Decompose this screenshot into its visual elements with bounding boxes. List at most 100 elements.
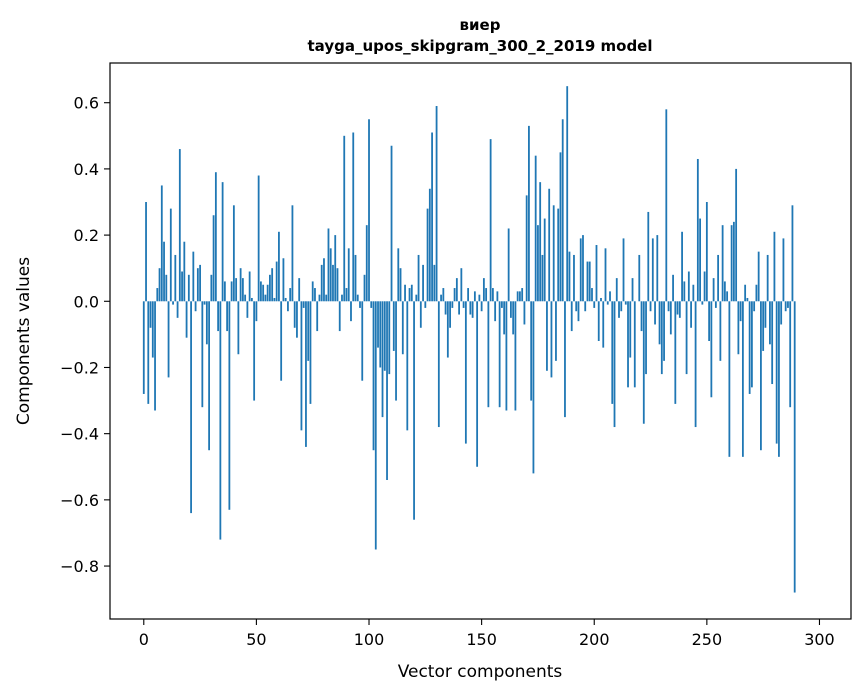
bar xyxy=(543,218,546,302)
bar xyxy=(519,291,521,302)
bar xyxy=(356,294,359,302)
x-tick-label: 200 xyxy=(579,630,610,649)
bar xyxy=(595,245,598,302)
bar xyxy=(388,301,391,375)
bar xyxy=(651,238,654,302)
bar xyxy=(165,274,168,302)
bar xyxy=(302,301,305,308)
bar xyxy=(757,251,760,302)
bar xyxy=(352,132,355,302)
bar xyxy=(534,155,537,302)
bar xyxy=(266,284,269,302)
bar xyxy=(455,278,458,302)
bar xyxy=(482,278,485,302)
bars-group xyxy=(142,86,796,593)
bar xyxy=(690,301,692,328)
bar xyxy=(190,301,192,514)
bar xyxy=(428,188,431,302)
bar xyxy=(561,119,564,302)
bar xyxy=(172,301,174,305)
bar xyxy=(212,215,215,302)
bar xyxy=(185,301,188,338)
bar xyxy=(748,301,751,394)
bar xyxy=(717,254,720,302)
bar xyxy=(208,301,210,451)
bar xyxy=(464,301,467,444)
y-tick-label: −0.6 xyxy=(60,491,99,510)
bar xyxy=(145,202,147,302)
x-tick-label: 50 xyxy=(246,630,266,649)
bar xyxy=(300,301,303,431)
bar xyxy=(577,301,580,322)
y-tick-label: 0.2 xyxy=(74,226,99,245)
bar xyxy=(178,149,181,302)
bar xyxy=(431,132,433,302)
bar xyxy=(149,301,152,328)
bar xyxy=(260,281,262,302)
bar xyxy=(147,301,150,404)
bar xyxy=(169,208,172,302)
bar xyxy=(320,264,323,302)
bar xyxy=(552,205,555,302)
bar xyxy=(471,301,474,318)
bar xyxy=(323,258,325,302)
bar xyxy=(762,301,765,351)
bar xyxy=(372,301,375,451)
bar xyxy=(645,301,647,375)
bar xyxy=(341,294,343,302)
bar xyxy=(226,301,229,332)
bar xyxy=(491,288,494,302)
bar xyxy=(586,261,589,302)
bar xyxy=(541,254,544,302)
bar xyxy=(723,281,726,302)
bar xyxy=(221,182,224,302)
bar xyxy=(647,211,650,302)
bar xyxy=(771,301,774,385)
bar xyxy=(343,135,346,302)
bar xyxy=(609,291,611,302)
bar xyxy=(338,301,341,332)
bar xyxy=(721,225,724,302)
bar xyxy=(440,294,442,302)
bar xyxy=(642,301,645,424)
bar xyxy=(419,301,422,328)
bar xyxy=(433,264,436,302)
bar xyxy=(510,301,512,318)
bar xyxy=(656,235,659,302)
bar xyxy=(591,288,593,302)
bar xyxy=(663,301,665,361)
bar xyxy=(496,291,499,302)
bar xyxy=(674,301,677,404)
bar xyxy=(539,182,542,302)
bar xyxy=(151,301,154,358)
bar xyxy=(287,301,289,312)
bar xyxy=(370,301,373,308)
bar xyxy=(732,221,735,302)
bar xyxy=(426,208,429,302)
y-tick-label: −0.2 xyxy=(60,358,99,377)
bar xyxy=(678,301,681,318)
bar xyxy=(516,291,519,302)
bar xyxy=(787,301,789,308)
bar xyxy=(764,301,767,328)
bar xyxy=(726,291,729,302)
y-tick-label: −0.8 xyxy=(60,557,99,576)
bar xyxy=(248,271,251,302)
bar xyxy=(530,301,533,401)
chart-subtitle: tayga_upos_skipgram_300_2_2019 model xyxy=(308,37,653,55)
bar xyxy=(654,301,656,325)
bar xyxy=(507,228,510,302)
bar xyxy=(604,248,607,302)
x-tick-label: 250 xyxy=(692,630,723,649)
bar xyxy=(778,301,780,457)
bar xyxy=(766,254,769,302)
y-tick-label: 0.6 xyxy=(74,94,99,113)
bar xyxy=(615,278,618,302)
bar xyxy=(417,254,420,302)
bar xyxy=(649,301,652,312)
bar xyxy=(611,301,614,404)
bar xyxy=(422,264,424,302)
y-tick-label: 0.0 xyxy=(74,292,99,311)
bar xyxy=(192,251,195,302)
bar xyxy=(469,301,472,315)
